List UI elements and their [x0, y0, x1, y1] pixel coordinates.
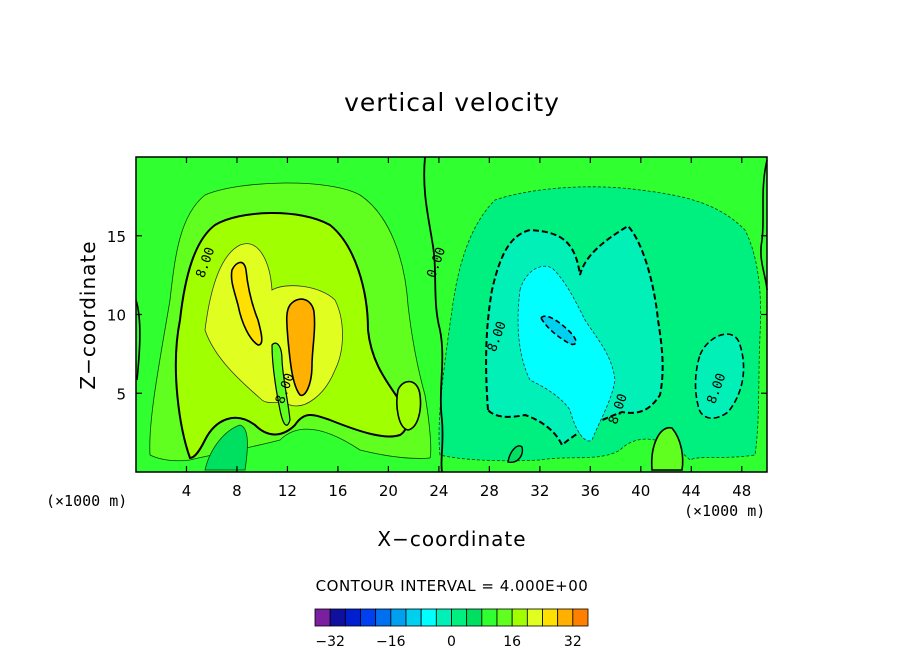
downdraft-band-12 [517, 265, 616, 442]
colorbar-box [405, 608, 422, 627]
lower-left-pocket [204, 424, 248, 471]
x-unit-label-right: (×1000 m) [684, 502, 766, 520]
colorbar-box [511, 608, 528, 627]
colorbar-box [390, 608, 407, 627]
y-tick-label: 10 [107, 307, 126, 325]
contour-interval-label: CONTOUR INTERVAL = 4.000E+00 [315, 577, 589, 595]
colorbar-box [435, 608, 452, 627]
colorbar-tick-label: −16 [376, 634, 406, 650]
lower-mid-pocket [507, 445, 524, 463]
x-tick-label: 16 [328, 482, 347, 500]
zero-contour-left-edge [135, 299, 141, 381]
x-axis-label: X−coordinate [377, 527, 527, 551]
updraft-notch [271, 342, 291, 426]
chart-title: vertical velocity [344, 88, 560, 117]
lower-right-pocket [650, 427, 684, 471]
colorbar-box [496, 608, 513, 627]
y-tick-label: 15 [107, 228, 126, 246]
colorbar-box [344, 608, 361, 627]
x-tick-label: 36 [581, 482, 600, 500]
colorbar-box [375, 608, 392, 627]
x-tick-label: 24 [429, 482, 448, 500]
zero-contour-right-edge [760, 159, 768, 291]
zero-contour [423, 156, 444, 473]
x-tick-label: 12 [278, 482, 297, 500]
colorbar-box [572, 608, 589, 627]
x-tick-label: 44 [682, 482, 701, 500]
colorbar-box [420, 608, 437, 627]
x-tick-label: 28 [480, 482, 499, 500]
plot-area [135, 156, 768, 473]
colorbar-box [542, 608, 559, 627]
updraft-small-blob [396, 380, 422, 431]
colorbar-box [526, 608, 543, 627]
x-tick-label: 40 [631, 482, 650, 500]
x-unit-label-left: (×1000 m) [46, 492, 128, 510]
colorbar-tick-label: 16 [503, 634, 521, 650]
x-tick-label: 48 [732, 482, 751, 500]
colorbar-ticks: −32 −16 0 16 32 [315, 634, 581, 650]
colorbar-box [314, 608, 331, 627]
x-tick-label: 8 [232, 482, 242, 500]
updraft-core-right [285, 298, 316, 397]
colorbar-boxes [314, 608, 589, 627]
x-tick-label: 20 [379, 482, 398, 500]
colorbar-box [451, 608, 468, 627]
downdraft-right-lobe [694, 333, 745, 419]
updraft-core-left [230, 261, 263, 346]
downdraft-core [540, 315, 577, 346]
colorbar-box [360, 608, 377, 627]
colorbar-box [329, 608, 346, 627]
colorbar-box [481, 608, 498, 627]
x-tick-label: 32 [530, 482, 549, 500]
y-tick-label: 5 [116, 385, 126, 403]
colorbar-box [466, 608, 483, 627]
x-tick-label: 4 [182, 482, 192, 500]
colorbar-box [557, 608, 574, 627]
colorbar-tick-label: 32 [564, 634, 582, 650]
colorbar-tick-label: 0 [447, 634, 456, 650]
colorbar-tick-label: −32 [315, 634, 345, 650]
